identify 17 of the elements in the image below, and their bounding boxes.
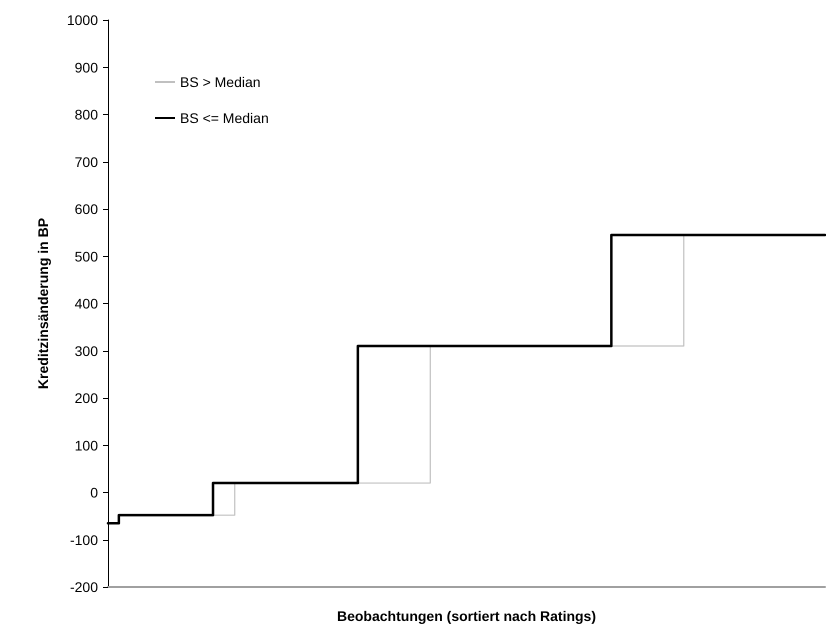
y-axis-title: Kreditzinsänderung in BP [35,218,51,390]
y-tick-label: -200 [70,579,98,595]
y-tick-label: 500 [74,248,98,264]
y-tick-label: 800 [74,106,98,122]
y-tick-label: 0 [90,484,98,500]
y-tick-label: 600 [74,201,98,217]
y-tick-label: 1000 [66,12,98,28]
legend-label: BS > Median [180,74,261,90]
x-axis-title: Beobachtungen (sortiert nach Ratings) [336,608,596,624]
y-tick-label: 200 [74,390,98,406]
y-tick-label: 400 [74,296,98,312]
y-tick-label: 300 [74,342,98,359]
y-tick-label: 700 [74,154,98,170]
legend-label: BS <= Median [180,110,269,126]
y-tick-label: -100 [70,532,98,548]
y-tick-label: 900 [74,59,98,76]
y-tick-label: 100 [74,437,98,454]
